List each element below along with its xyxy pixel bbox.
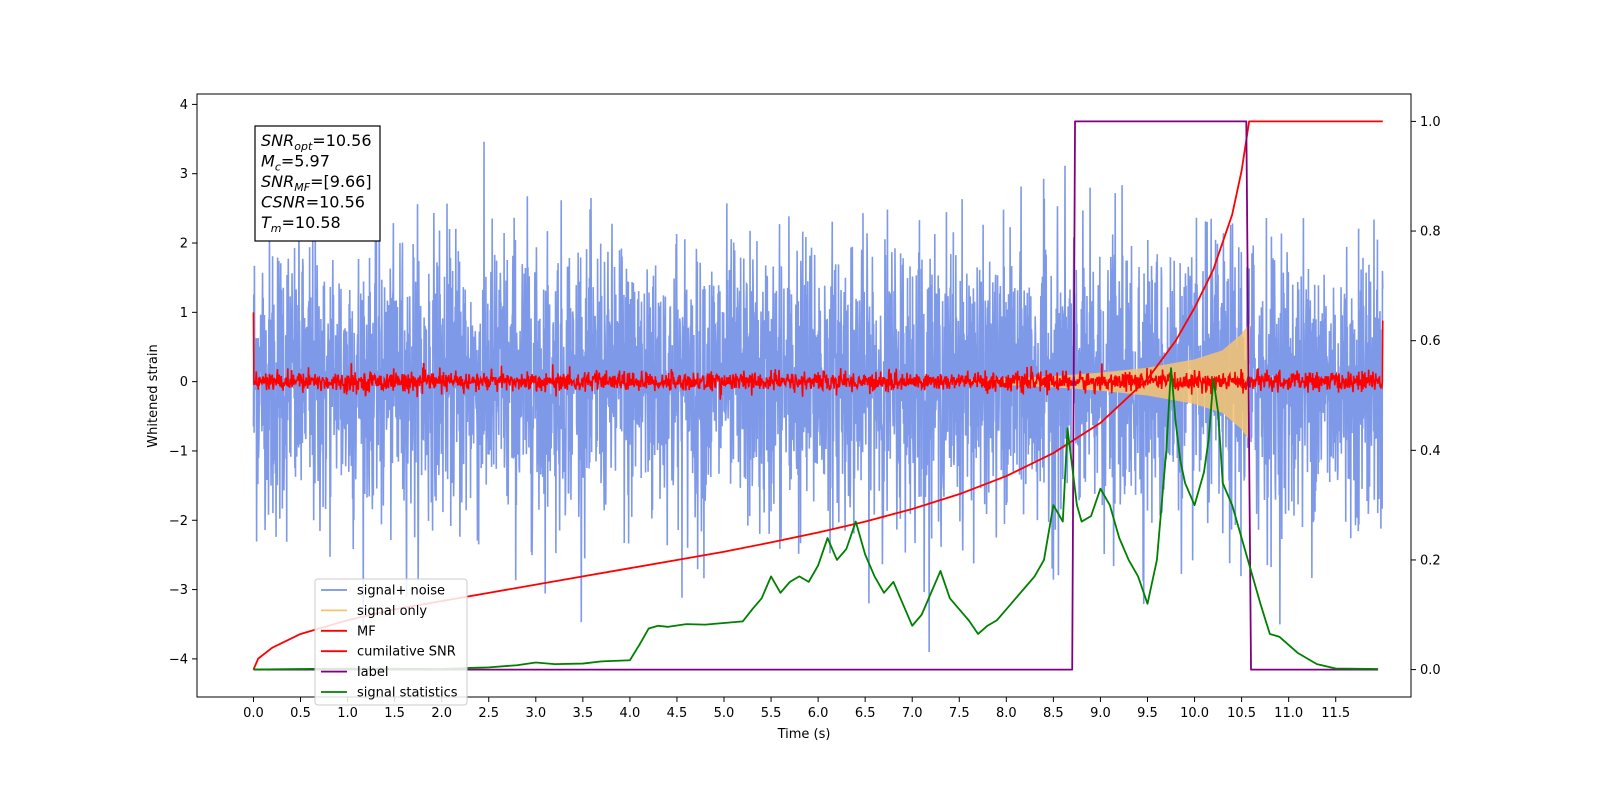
y2-tick-label: 1.0 bbox=[1420, 115, 1441, 130]
y2-tick-label: 0.2 bbox=[1420, 553, 1441, 568]
plot-frame bbox=[196, 93, 1412, 698]
legend-label: signal+ noise bbox=[357, 584, 445, 599]
y2-tick-label: 0.8 bbox=[1420, 225, 1441, 240]
x-tick-label: 1.0 bbox=[337, 706, 358, 721]
x-tick-label: 7.0 bbox=[902, 706, 923, 721]
x-axis-label: Time (s) bbox=[777, 727, 831, 742]
series-signal-statistics-line bbox=[253, 367, 1379, 671]
x-tick-label: 2.5 bbox=[478, 706, 499, 721]
x-tick-label: 10.5 bbox=[1227, 706, 1256, 721]
legend: signal+ noise signal only MF cumilative SNR… bbox=[314, 578, 468, 706]
x-tick-label: 1.5 bbox=[384, 706, 405, 721]
y2-tick-label: 0.4 bbox=[1420, 444, 1441, 459]
info-box-line: Mc=5.97 bbox=[261, 152, 330, 174]
y2-tick-label: 0.6 bbox=[1420, 334, 1441, 349]
legend-frame bbox=[314, 578, 468, 706]
x-tick-label: 10.0 bbox=[1180, 706, 1209, 721]
info-box-line: SNRMF=[9.66] bbox=[261, 172, 372, 194]
series-mf-line bbox=[252, 312, 1384, 400]
y-tick-label: −3 bbox=[169, 583, 188, 598]
x-tick-label: 7.5 bbox=[949, 706, 970, 721]
info-box-line: Tm=10.58 bbox=[261, 213, 341, 235]
y-tick-label: −1 bbox=[169, 444, 188, 459]
x-tick-label: 2.0 bbox=[431, 706, 452, 721]
y-tick-label: −2 bbox=[169, 514, 188, 529]
info-box-frame bbox=[254, 125, 381, 242]
y-tick-label: −4 bbox=[169, 652, 188, 667]
y-tick-label: 0 bbox=[180, 375, 188, 390]
x-tick-label: 8.5 bbox=[1043, 706, 1064, 721]
x-tick-label: 9.0 bbox=[1090, 706, 1111, 721]
legend-label: signal only bbox=[357, 604, 427, 619]
info-box-line: SNRopt=10.56 bbox=[261, 131, 372, 153]
y2-tick-label: 0.0 bbox=[1420, 663, 1441, 678]
info-box: SNRopt=10.56Mc=5.97SNRMF=[9.66]CSNR=10.5… bbox=[254, 125, 381, 242]
x-tick-label: 6.5 bbox=[855, 706, 876, 721]
x-tick-label: 0.0 bbox=[243, 706, 264, 721]
x-tick-label: 11.0 bbox=[1274, 706, 1303, 721]
x-tick-label: 4.5 bbox=[667, 706, 688, 721]
y-tick-label: 3 bbox=[180, 167, 188, 182]
series-label-line bbox=[253, 120, 1379, 671]
x-tick-label: 8.0 bbox=[996, 706, 1017, 721]
legend-label: label bbox=[357, 665, 388, 680]
y-axis-right: 0.0 0.2 0.4 0.6 0.8 1.0 bbox=[1411, 115, 1441, 678]
x-tick-label: 3.5 bbox=[573, 706, 594, 721]
y-tick-label: 1 bbox=[180, 306, 188, 321]
x-tick-label: 9.5 bbox=[1137, 706, 1158, 721]
legend-label: MF bbox=[357, 624, 376, 639]
x-tick-label: 11.5 bbox=[1321, 706, 1350, 721]
x-tick-label: 5.0 bbox=[714, 706, 735, 721]
y-axis-label: Whitened strain bbox=[146, 344, 161, 447]
x-tick-label: 0.5 bbox=[290, 706, 311, 721]
x-tick-label: 5.5 bbox=[761, 706, 782, 721]
x-tick-label: 6.0 bbox=[808, 706, 829, 721]
info-box-line: CSNR=10.56 bbox=[261, 193, 365, 212]
y-axis-left: −4 −3 −2 −1 0 1 2 3 4 bbox=[169, 98, 197, 667]
x-tick-label: 3.0 bbox=[525, 706, 546, 721]
x-axis: 0.0 0.5 1.0 1.5 2.0 2.5 3.0 3.5 4.0 4.5 5.0 5.5 6.0 6… bbox=[243, 697, 1350, 721]
y-tick-label: 2 bbox=[180, 237, 188, 252]
x-tick-label: 4.0 bbox=[620, 706, 641, 721]
legend-label: cumilative SNR bbox=[357, 645, 456, 660]
y-tick-label: 4 bbox=[180, 98, 188, 113]
legend-label: signal statistics bbox=[357, 686, 458, 701]
